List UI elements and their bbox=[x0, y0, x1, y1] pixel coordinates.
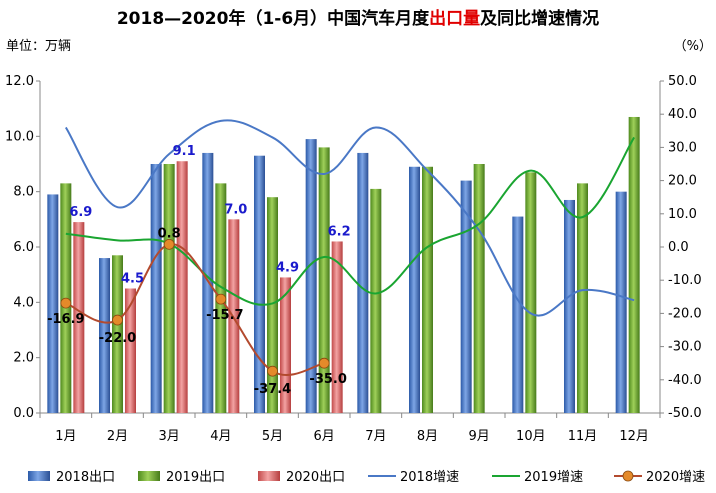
title-suffix: 及同比增速情况 bbox=[480, 9, 600, 29]
bar-2019出口 bbox=[370, 188, 382, 413]
category-label: 12月 bbox=[619, 429, 649, 444]
bar-2019出口 bbox=[525, 172, 537, 413]
tick-label-right: 0.0 bbox=[668, 240, 689, 255]
legend-label: 2018出口 bbox=[56, 470, 115, 485]
data-label-2020增速: -35.0 bbox=[309, 372, 346, 387]
category-label: 4月 bbox=[210, 429, 231, 444]
tick-label-left: 8.0 bbox=[13, 185, 34, 200]
data-label-2020出口: 9.1 bbox=[173, 144, 196, 159]
bar-2018出口 bbox=[409, 166, 420, 413]
tick-label-left: 2.0 bbox=[13, 351, 34, 366]
bar-2018出口 bbox=[47, 194, 59, 413]
marker-2020增速 bbox=[215, 293, 227, 305]
legend-label: 2019出口 bbox=[166, 470, 225, 485]
bar-2018出口 bbox=[254, 155, 265, 413]
data-label-2020增速: -37.4 bbox=[254, 382, 291, 397]
tick-label-right: -50.0 bbox=[668, 406, 702, 421]
tick-label-left: 0.0 bbox=[13, 406, 34, 421]
legend-swatch bbox=[28, 471, 50, 481]
marker-2020增速 bbox=[267, 365, 278, 377]
data-label-2020出口: 6.9 bbox=[69, 205, 92, 220]
category-label: 9月 bbox=[469, 429, 490, 444]
tick-label-right: 40.0 bbox=[668, 107, 697, 122]
data-label-2020出口: 4.5 bbox=[121, 272, 144, 287]
bar-2018出口 bbox=[564, 199, 575, 413]
category-label: 10月 bbox=[516, 429, 546, 444]
tick-label-right: -20.0 bbox=[668, 306, 702, 321]
legend-label: 2019增速 bbox=[524, 470, 583, 485]
category-label: 5月 bbox=[262, 429, 283, 444]
data-label-2020出口: 7.0 bbox=[224, 202, 247, 217]
bar-2019出口 bbox=[267, 197, 278, 413]
unit-left: 单位：万辆 bbox=[6, 39, 71, 54]
legend-label: 2020出口 bbox=[286, 470, 345, 485]
legend-swatch bbox=[138, 471, 160, 481]
data-label-2020增速: 0.8 bbox=[158, 226, 181, 241]
tick-label-right: 30.0 bbox=[668, 140, 697, 155]
bar-2019出口 bbox=[318, 147, 330, 413]
legend-swatch bbox=[258, 471, 280, 481]
bar-2019出口 bbox=[112, 255, 123, 413]
tick-label-left: 10.0 bbox=[5, 129, 34, 144]
bar-2019出口 bbox=[422, 166, 433, 413]
category-label: 6月 bbox=[314, 429, 335, 444]
tick-label-right: 20.0 bbox=[668, 174, 697, 189]
bar-2018出口 bbox=[99, 258, 110, 413]
legend-label: 2020增速 bbox=[646, 470, 705, 485]
bar-2019出口 bbox=[628, 116, 640, 413]
bar-2018出口 bbox=[202, 152, 214, 413]
bar-2018出口 bbox=[305, 139, 317, 413]
bar-2019出口 bbox=[473, 164, 485, 413]
bar-2018出口 bbox=[512, 216, 524, 413]
bar-2019出口 bbox=[163, 164, 175, 413]
tick-label-left: 4.0 bbox=[13, 295, 34, 310]
bar-2018出口 bbox=[460, 180, 472, 413]
title-highlight: 出口量 bbox=[429, 9, 481, 29]
data-label-2020增速: -22.0 bbox=[99, 331, 136, 346]
category-label: 2月 bbox=[107, 429, 128, 444]
bar-2018出口 bbox=[615, 191, 627, 413]
title-prefix: 2018—2020年（1-6月）中国汽车月度 bbox=[116, 9, 430, 29]
marker-2020增速 bbox=[60, 297, 72, 309]
tick-label-right: 50.0 bbox=[668, 74, 697, 89]
data-label-2020出口: 6.2 bbox=[328, 224, 351, 239]
category-label: 7月 bbox=[365, 429, 386, 444]
bar-2018出口 bbox=[150, 164, 162, 413]
marker-2020增速 bbox=[163, 238, 175, 250]
category-label: 8月 bbox=[417, 429, 438, 444]
legend-label: 2018增速 bbox=[400, 470, 459, 485]
bar-2020出口 bbox=[331, 241, 343, 413]
category-label: 11月 bbox=[568, 429, 598, 444]
tick-label-right: -30.0 bbox=[668, 340, 702, 355]
data-label-2020增速: -16.9 bbox=[47, 312, 84, 327]
tick-label-left: 6.0 bbox=[13, 240, 34, 255]
marker-2020增速 bbox=[112, 314, 123, 326]
legend-marker bbox=[622, 470, 634, 482]
chart-title: 2018—2020年（1-6月）中国汽车月度出口量及同比增速情况 bbox=[0, 4, 716, 29]
bar-2020出口 bbox=[176, 161, 188, 413]
bar-2020出口 bbox=[73, 222, 85, 413]
tick-label-right: 10.0 bbox=[668, 207, 697, 222]
tick-label-left: 12.0 bbox=[5, 74, 34, 89]
bar-2020出口 bbox=[125, 288, 136, 413]
category-label: 3月 bbox=[159, 429, 180, 444]
marker-2020增速 bbox=[318, 357, 330, 369]
category-label: 1月 bbox=[55, 429, 76, 444]
data-label-2020增速: -15.7 bbox=[206, 308, 243, 323]
bar-2019出口 bbox=[577, 183, 588, 413]
unit-right: （%） bbox=[674, 39, 712, 54]
tick-label-right: -10.0 bbox=[668, 273, 702, 288]
line-2018增速 bbox=[64, 119, 635, 317]
bar-2018出口 bbox=[357, 152, 369, 413]
tick-label-right: -40.0 bbox=[668, 373, 702, 388]
bar-2020出口 bbox=[280, 277, 291, 413]
data-label-2020出口: 4.9 bbox=[276, 260, 299, 275]
